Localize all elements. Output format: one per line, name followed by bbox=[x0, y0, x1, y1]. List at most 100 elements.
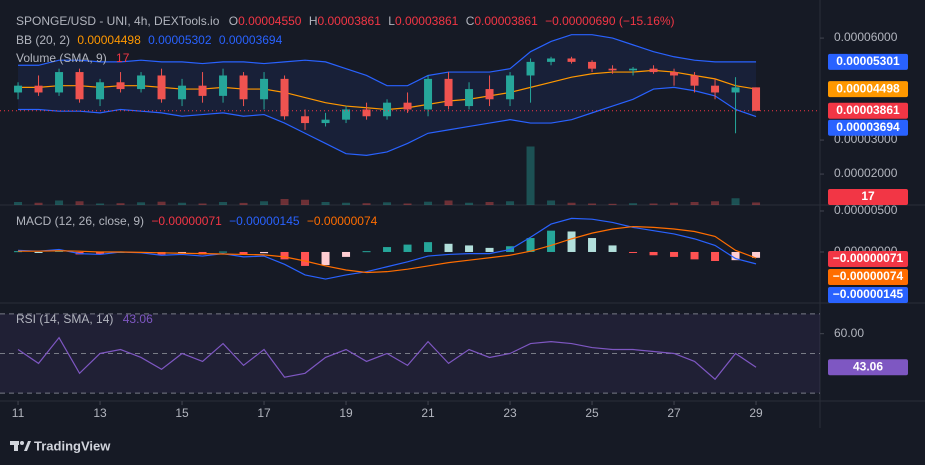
band-fill bbox=[18, 34, 757, 156]
macd-histogram-bar bbox=[670, 251, 679, 257]
candle-body bbox=[383, 102, 392, 117]
candle-body bbox=[342, 109, 351, 120]
volume-bar bbox=[588, 203, 597, 205]
price-tag-label: 0.00005301 bbox=[836, 54, 900, 68]
candle-body bbox=[424, 78, 433, 110]
macd-histogram-bar bbox=[96, 251, 105, 255]
volume-bar bbox=[301, 199, 310, 205]
c-label: C bbox=[466, 14, 475, 28]
macd-histogram-bar bbox=[55, 250, 64, 252]
candle-body bbox=[506, 75, 515, 100]
volume-bar bbox=[403, 203, 412, 205]
macd-histogram-bar bbox=[219, 251, 228, 253]
macd-value: −0.00000145 bbox=[229, 214, 300, 228]
candle-body bbox=[752, 87, 761, 111]
y-tick-label: 0.00006000 bbox=[834, 30, 898, 44]
macd-histogram-bar bbox=[649, 251, 658, 256]
candle-body bbox=[690, 75, 699, 86]
price-tag-label: 0.00003861 bbox=[836, 103, 900, 117]
volume-bar bbox=[34, 202, 43, 205]
volume-bar bbox=[239, 202, 248, 205]
candle-body bbox=[547, 58, 556, 62]
candle-body bbox=[55, 72, 64, 93]
candle-body bbox=[178, 85, 187, 100]
candle-body bbox=[731, 87, 740, 93]
candle-body bbox=[485, 89, 494, 100]
candle-body bbox=[96, 82, 105, 100]
macd-histogram-bar bbox=[731, 251, 740, 261]
logo-part bbox=[24, 441, 31, 451]
bb-lower: 0.00003694 bbox=[219, 33, 283, 47]
volume-bar bbox=[219, 202, 228, 205]
macd-histogram-bar bbox=[239, 251, 248, 255]
x-tick-label: 19 bbox=[339, 406, 353, 420]
macd-line bbox=[18, 225, 757, 274]
macd-histogram-bar bbox=[444, 243, 453, 252]
macd-histogram-bar bbox=[485, 247, 494, 252]
rsi-tag-box bbox=[828, 359, 908, 376]
h-value: 0.00003861 bbox=[318, 14, 382, 28]
candle-body bbox=[157, 75, 166, 100]
volume-bar bbox=[14, 202, 23, 205]
volume-bar bbox=[75, 201, 84, 205]
volume-bar bbox=[383, 202, 392, 205]
x-tick-label: 25 bbox=[585, 406, 599, 420]
price-tag-box bbox=[828, 102, 908, 119]
volume-bar bbox=[690, 202, 699, 205]
volume-bar bbox=[96, 203, 105, 205]
volume-tag-label: 17 bbox=[861, 189, 875, 203]
candle-body bbox=[34, 85, 43, 93]
candle-body bbox=[608, 68, 617, 71]
macd-histogram-bar bbox=[526, 238, 535, 252]
volume-bar bbox=[444, 200, 453, 205]
macd-histogram-bar bbox=[588, 238, 597, 252]
price-tag-label: 0.00003694 bbox=[836, 120, 900, 134]
bb-upper: 0.00005302 bbox=[148, 33, 212, 47]
volume-bar bbox=[362, 203, 371, 205]
candle-body bbox=[239, 75, 248, 100]
x-tick-label: 15 bbox=[175, 406, 189, 420]
symbol: SPONGE/USD - UNI, 4h, DEXTools.io bbox=[16, 14, 220, 28]
volume-bar bbox=[55, 200, 64, 205]
macd-histogram-bar bbox=[362, 251, 371, 253]
l-label: L bbox=[388, 14, 395, 28]
candle-body bbox=[137, 75, 146, 90]
candle-body bbox=[260, 78, 269, 100]
tradingview-logo bbox=[10, 441, 31, 451]
macd-histogram-bar bbox=[547, 230, 556, 252]
l-value: 0.00003861 bbox=[395, 14, 459, 28]
bb-legend: BB (20, 2) 0.00004498 0.00005302 0.00003… bbox=[16, 33, 283, 47]
volume-bar bbox=[567, 202, 576, 205]
volume-bar bbox=[424, 201, 433, 205]
macd-title: MACD (12, 26, close, 9) bbox=[16, 214, 144, 228]
macd-histogram-bar bbox=[629, 251, 638, 253]
volume-bar bbox=[731, 198, 740, 205]
macd-tag-box bbox=[828, 287, 908, 303]
logo-part bbox=[14, 441, 18, 451]
candle-body bbox=[403, 102, 412, 110]
volume-bar bbox=[137, 202, 146, 205]
band-line bbox=[18, 34, 757, 87]
macd-hist-value: −0.00000071 bbox=[151, 214, 222, 228]
c-value: 0.00003861 bbox=[474, 14, 538, 28]
candle-body bbox=[198, 85, 207, 96]
change: −0.00000690 (−15.16%) bbox=[545, 14, 674, 28]
candle-body bbox=[14, 85, 23, 93]
candle-body bbox=[444, 78, 453, 107]
rsi-value: 43.06 bbox=[123, 312, 153, 326]
macd-tag-box bbox=[828, 251, 908, 267]
volume-bar bbox=[178, 202, 187, 205]
volume-bar bbox=[608, 203, 617, 205]
macd-histogram-bar bbox=[301, 251, 310, 266]
volume-bar bbox=[485, 202, 494, 205]
price-tag-box bbox=[828, 119, 908, 136]
macd-histogram-bar bbox=[567, 231, 576, 252]
macd-legend: MACD (12, 26, close, 9) −0.00000071 −0.0… bbox=[16, 214, 378, 228]
branding: TradingView bbox=[34, 438, 111, 453]
macd-histogram-bar bbox=[280, 251, 289, 260]
band-line bbox=[18, 86, 757, 156]
candle-body bbox=[567, 58, 576, 62]
volume-legend: Volume (SMA, 9) 17 bbox=[16, 51, 130, 65]
candle-body bbox=[219, 75, 228, 96]
